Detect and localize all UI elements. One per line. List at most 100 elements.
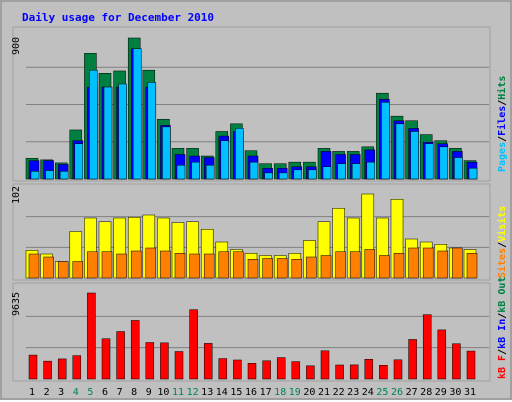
bar-sites-day-31: [466, 253, 478, 279]
x-tick-labels: 1 2 3 4 5 6 7 8 9 10 11 12 13 14 15 16 17 18 19 20 21 22 23 24 2…: [29, 387, 476, 398]
legend-entry: Pages: [497, 142, 508, 172]
bar-pages-day-2: [45, 170, 54, 180]
x-tick-label: 10: [157, 387, 169, 398]
bar-pages-day-17: [264, 172, 273, 180]
bar-kb-f-day-13: [203, 343, 213, 380]
bar-kb-f-day-20: [306, 365, 315, 380]
bar-sites-day-12: [189, 253, 200, 279]
legend-entry: kB F: [497, 355, 508, 379]
x-tick-label: 4: [73, 387, 79, 398]
bar-pages-day-24: [366, 161, 376, 180]
bar-sites-day-17: [262, 258, 273, 279]
x-tick-label: 18: [274, 387, 286, 398]
bar-kb-f-day-4: [72, 355, 82, 380]
bar-sites-day-18: [276, 258, 288, 279]
bar-pages-day-15: [235, 128, 244, 180]
bar-sites-day-3: [57, 261, 69, 279]
x-tick-label: 14: [216, 387, 228, 398]
bar-kb-f-day-27: [408, 339, 417, 380]
y-max-label-kbytes: 9635: [11, 292, 22, 316]
legend-entry: Sites: [496, 248, 508, 278]
bar-pages-day-20: [308, 169, 317, 180]
x-tick-label: 19: [289, 387, 301, 398]
bar-kb-f-day-10: [160, 342, 169, 380]
x-tick-label: 27: [406, 387, 418, 398]
bar-pages-day-19: [293, 169, 303, 180]
bar-kb-f-day-31: [466, 350, 476, 380]
bar-kb-f-day-19: [291, 361, 301, 380]
bar-sites-day-10: [160, 250, 171, 279]
x-tick-label: 6: [102, 387, 108, 398]
bar-kb-f-day-8: [130, 320, 140, 380]
x-tick-label: 24: [362, 387, 374, 398]
bar-kb-f-day-21: [320, 350, 330, 380]
bar-sites-day-4: [72, 261, 84, 279]
bar-pages-day-22: [337, 163, 346, 180]
bar-pages-day-25: [381, 102, 390, 180]
legend-entry: kB Out: [497, 277, 508, 313]
legend-hits-files-pages: Pages/Files/Hits: [496, 76, 508, 172]
bar-pages-day-6: [103, 86, 113, 180]
bar-kb-f-day-9: [145, 342, 155, 380]
bar-sites-day-26: [393, 253, 405, 279]
bar-kb-f-day-18: [276, 357, 286, 380]
legend-entry: Visits: [496, 206, 508, 242]
bar-pages-day-5: [89, 69, 98, 180]
bar-kb-f-day-6: [101, 338, 111, 380]
bar-pages-day-31: [468, 168, 478, 180]
bar-sites-day-30: [452, 247, 463, 279]
bar-kb-f-day-14: [218, 358, 228, 380]
bar-kb-f-day-29: [437, 329, 447, 380]
x-tick-label: 20: [303, 387, 315, 398]
bar-pages-day-21: [322, 166, 332, 180]
chart-title: Daily usage for December 2010: [22, 11, 214, 24]
bar-kb-f-day-30: [452, 343, 461, 380]
bar-kb-f-day-23: [349, 364, 359, 380]
bar-sites-day-6: [101, 251, 113, 279]
y-max-label-hits: 900: [11, 37, 22, 55]
y-max-label-visits: 102: [11, 186, 22, 204]
bar-pages-day-9: [147, 82, 157, 180]
x-tick-label: 2: [44, 387, 50, 398]
x-tick-label: 1: [29, 387, 35, 398]
x-tick-label: 23: [347, 387, 359, 398]
bar-sites-day-14: [218, 251, 230, 279]
bar-kb-f-day-3: [57, 358, 67, 380]
bar-sites-day-7: [116, 253, 127, 279]
x-tick-label: 12: [187, 387, 199, 398]
bar-kb-f-day-22: [335, 364, 344, 380]
bar-sites-day-5: [87, 251, 98, 279]
bar-sites-day-29: [437, 250, 449, 279]
bar-kb-f-day-16: [247, 363, 257, 380]
bar-pages-day-28: [424, 143, 434, 180]
bar-sites-day-27: [408, 247, 419, 279]
x-tick-label: 11: [172, 387, 184, 398]
x-tick-label: 26: [391, 387, 403, 398]
bar-kb-f-day-24: [364, 359, 374, 380]
bar-pages-day-30: [454, 157, 463, 180]
x-tick-label: 21: [318, 387, 330, 398]
x-tick-label: 15: [230, 387, 242, 398]
bar-pages-day-12: [191, 161, 200, 180]
x-tick-label: 9: [146, 387, 152, 398]
bar-sites-day-16: [247, 259, 259, 279]
bar-pages-day-26: [395, 123, 405, 180]
bar-sites-day-8: [130, 250, 142, 279]
bar-sites-day-21: [320, 255, 332, 279]
bar-kb-f-day-12: [189, 309, 198, 380]
legend-kbytes: kB F/kB In/kB Out: [497, 277, 508, 379]
x-tick-label: 29: [435, 387, 447, 398]
bar-sites-day-9: [145, 247, 157, 279]
bar-pages-day-8: [132, 48, 142, 180]
bar-pages-day-23: [351, 163, 361, 180]
bar-kb-f-day-17: [262, 360, 271, 380]
x-tick-label: 30: [449, 387, 461, 398]
bar-sites-day-23: [349, 251, 361, 279]
bar-sites-day-22: [335, 251, 346, 279]
bar-kb-f-day-28: [422, 314, 432, 380]
bar-pages-day-18: [278, 172, 288, 180]
bar-sites-day-25: [379, 255, 390, 279]
